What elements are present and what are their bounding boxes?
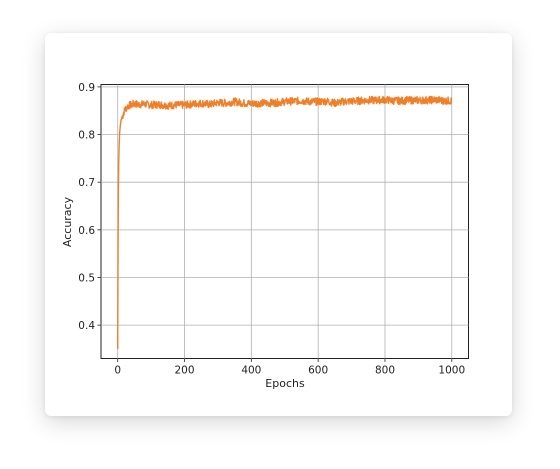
y-tick-label: 0.9 (78, 82, 95, 94)
y-tick-label: 0.5 (78, 272, 95, 284)
chart-card: 0 200 400 600 800 1000 0.4 0.5 0.6 0.7 0.8 0.9 Epoc… (45, 33, 512, 416)
y-tick-label: 0.6 (78, 225, 95, 237)
y-tick-label: 0.4 (78, 320, 95, 332)
x-tick-label: 200 (174, 365, 194, 377)
y-axis-label: Accuracy (61, 196, 74, 247)
x-tick-label: 800 (375, 365, 395, 377)
y-tick-label: 0.7 (78, 177, 95, 189)
y-tick-label: 0.8 (78, 130, 95, 142)
x-tick-label: 400 (241, 365, 261, 377)
plot-area-frame (100, 84, 469, 359)
x-tick-label: 0 (114, 365, 121, 377)
x-tick-label: 1000 (438, 365, 465, 377)
accuracy-series-line (117, 95, 453, 349)
accuracy-chart: 0 200 400 600 800 1000 0.4 0.5 0.6 0.7 0.8 0.9 Epoc… (61, 82, 469, 390)
x-axis-label: Epochs (265, 377, 305, 390)
x-tick-label: 600 (308, 365, 328, 377)
